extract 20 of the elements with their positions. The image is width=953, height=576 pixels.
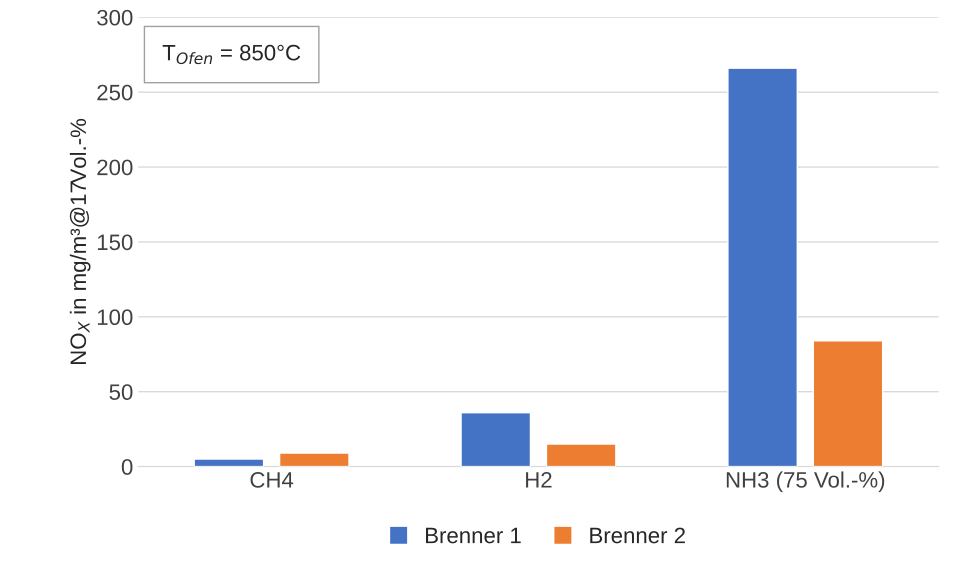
y-tick-label: 0 [122,459,132,475]
bar [460,412,532,467]
bar [812,340,884,467]
legend-label: Brenner 2 [590,528,685,544]
x-tick-label: NH3 (75 Vol.-%) [726,471,884,492]
y-axis-title: NO$_{X}$ in mg/m³@17Vol.-% [70,118,91,364]
y-tick-label: 250 [97,84,132,100]
bar [194,458,264,467]
legend-label: Brenner 1 [426,528,521,544]
y-tick-label: 200 [97,160,132,176]
y-tick-label: 150 [98,234,132,250]
x-tick-label: H2 [526,472,552,488]
bar [727,68,798,467]
bar [546,443,617,467]
y-tick-label: 100 [98,309,132,326]
y-tick-label: 300 [97,10,132,26]
x-tick-label: CH4 [250,472,294,488]
annotation: T$_{Ofen}$ = 850°C [162,44,300,64]
bar [278,452,350,467]
y-tick-label: 50 [110,384,132,400]
